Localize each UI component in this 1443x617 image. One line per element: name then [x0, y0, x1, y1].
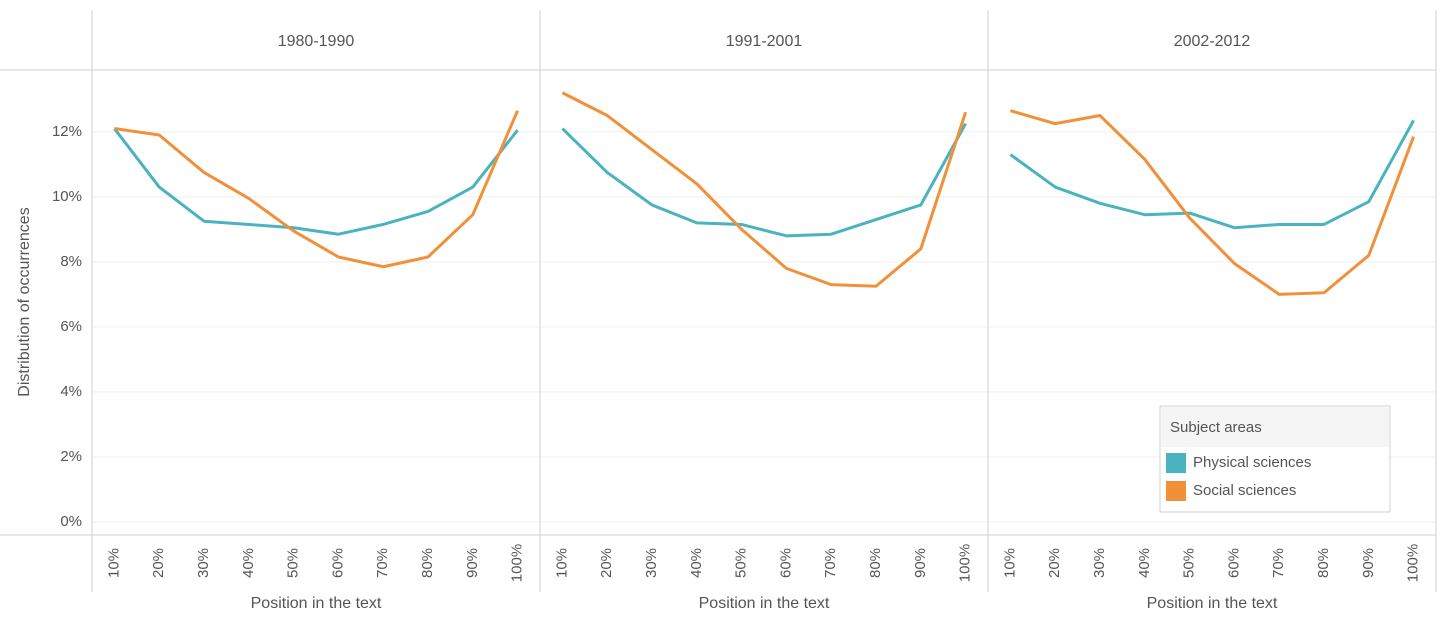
x-tick-label: 50% — [285, 548, 302, 578]
x-tick-label: 70% — [1270, 548, 1287, 578]
x-tick-label: 100% — [957, 544, 974, 582]
legend-label: Physical sciences — [1193, 454, 1311, 471]
panel-title: 1991-2001 — [726, 33, 803, 50]
x-tick-label: 60% — [329, 548, 346, 578]
x-axis-label: Position in the text — [251, 595, 382, 612]
x-tick-label: 50% — [1181, 548, 1198, 578]
x-tick-label: 70% — [374, 548, 391, 578]
x-tick-label: 30% — [195, 548, 212, 578]
y-axis-label: Distribution of occurrences — [16, 207, 33, 396]
y-tick-label: 10% — [52, 188, 82, 205]
x-tick-label: 70% — [822, 548, 839, 578]
x-tick-label: 30% — [643, 548, 660, 578]
series-line — [561, 91, 968, 288]
lines — [113, 91, 1416, 296]
y-tick-label: 4% — [60, 383, 82, 400]
x-tick-label: 50% — [733, 548, 750, 578]
x-axis-label: Position in the text — [699, 595, 830, 612]
legend-swatch — [1166, 481, 1186, 501]
legend-swatch — [1166, 453, 1186, 473]
series-line — [114, 110, 519, 269]
x-tick-label: 80% — [419, 548, 436, 578]
x-tick-label: 30% — [1091, 548, 1108, 578]
x-tick-label: 10% — [105, 548, 122, 578]
x-tick-label: 20% — [598, 548, 615, 578]
y-tick-label: 12% — [52, 123, 82, 140]
x-tick-label: 100% — [509, 544, 526, 582]
grid — [93, 131, 1435, 523]
x-tick-label: 20% — [1046, 548, 1063, 578]
x-tick-label: 90% — [1360, 548, 1377, 578]
x-tick-label: 80% — [1315, 548, 1332, 578]
x-tick-label: 40% — [1136, 548, 1153, 578]
legend-label: Social sciences — [1193, 482, 1296, 499]
x-tick-label: 10% — [553, 548, 570, 578]
x-tick-label: 20% — [150, 548, 167, 578]
x-tick-label: 100% — [1405, 544, 1422, 582]
y-tick-label: 0% — [60, 513, 82, 530]
x-tick-label: 40% — [240, 548, 257, 578]
panel-title: 1980-1990 — [278, 33, 355, 50]
x-tick-label: 60% — [777, 548, 794, 578]
legend-title: Subject areas — [1170, 419, 1262, 436]
legend-header — [1161, 407, 1389, 447]
y-tick-label: 6% — [60, 318, 82, 335]
x-tick-label: 60% — [1225, 548, 1242, 578]
x-tick-label: 90% — [464, 548, 481, 578]
x-tick-label: 90% — [912, 548, 929, 578]
series-line — [113, 127, 519, 236]
x-tick-label: 10% — [1001, 548, 1018, 578]
x-axis-label: Position in the text — [1147, 595, 1278, 612]
series-line — [1009, 109, 1416, 296]
y-tick-label: 8% — [60, 253, 82, 270]
x-tick-label: 80% — [867, 548, 884, 578]
series-line — [1009, 119, 1415, 230]
y-tick-label: 2% — [60, 448, 82, 465]
series-line — [561, 122, 967, 238]
panel-title: 2002-2012 — [1174, 33, 1251, 50]
x-tick-label: 40% — [688, 548, 705, 578]
